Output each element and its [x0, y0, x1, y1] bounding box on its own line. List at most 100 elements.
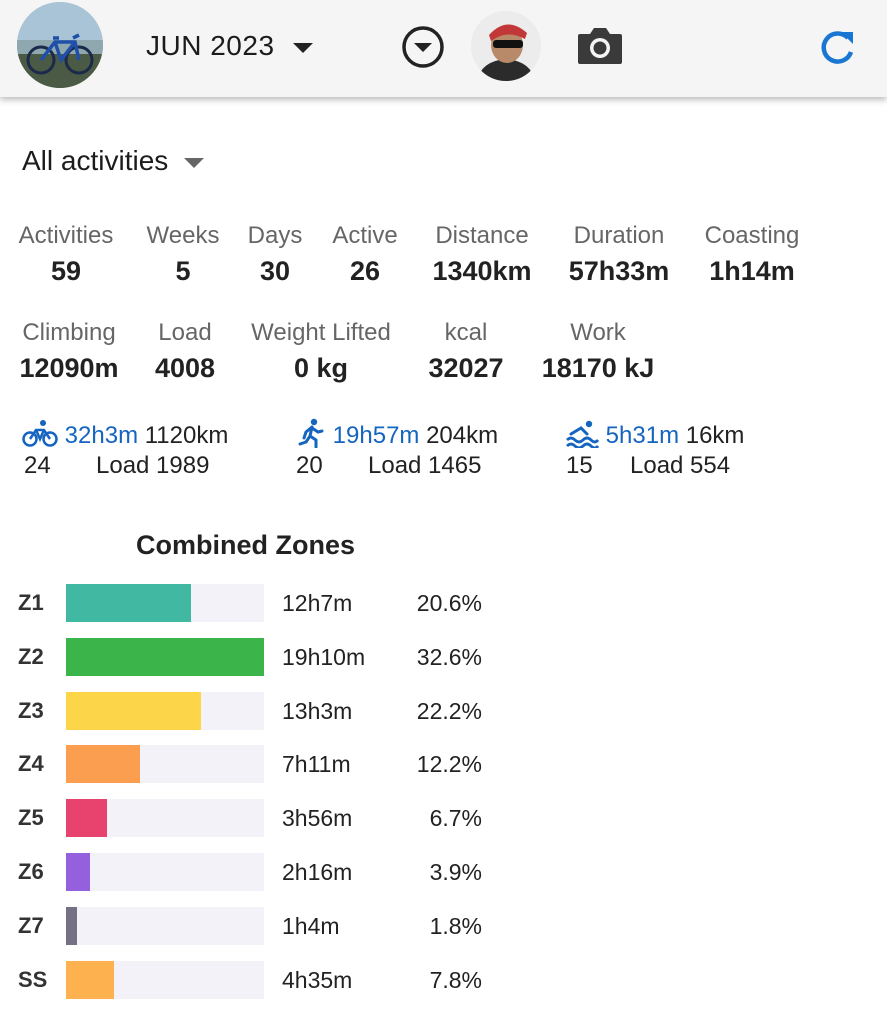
- stat-label: Weeks: [146, 222, 220, 249]
- stat-label: Climbing: [22, 319, 116, 346]
- zone-label: Z1: [18, 590, 44, 615]
- month-selector[interactable]: JUN 2023: [146, 26, 313, 66]
- stat-work: Work 18170 kJ: [532, 319, 664, 384]
- month-label: JUN 2023: [146, 30, 275, 61]
- camera-icon: [578, 28, 622, 64]
- zone-bar: [66, 638, 264, 676]
- stat-coasting: Coasting 1h14m: [696, 222, 808, 287]
- stat-value: 30: [259, 256, 291, 286]
- stat-label: kcal: [444, 319, 488, 346]
- chevron-down-icon: [184, 158, 205, 168]
- zone-percent: 32.6%: [416, 644, 482, 670]
- user-avatar[interactable]: [471, 11, 541, 81]
- zone-bar-track: [66, 584, 264, 622]
- user-photo-icon: [471, 11, 541, 81]
- zone-bar: [66, 961, 114, 999]
- sport-load: Load 554: [630, 452, 731, 479]
- zone-row: Z7 1h4m 1.8%: [0, 907, 520, 947]
- zone-bar-track: [66, 907, 264, 945]
- stat-value: 57h33m: [568, 256, 670, 286]
- zone-time: 12h7m: [282, 590, 353, 616]
- stat-label: Activities: [18, 222, 114, 249]
- bike-photo-icon: [17, 2, 103, 88]
- stat-label: Distance: [435, 222, 529, 249]
- stat-value: 5: [175, 256, 191, 286]
- stat-kcal: kcal 32027: [418, 319, 514, 384]
- circle-chevron-down-icon: [402, 26, 444, 68]
- swim-icon: [566, 420, 600, 450]
- zone-time: 1h4m: [282, 913, 340, 939]
- zone-time: 13h3m: [282, 698, 353, 724]
- stat-value: 59: [50, 256, 82, 286]
- zone-percent: 6.7%: [429, 805, 482, 831]
- sport-summary-ride[interactable]: 32h3m 1120km 24 Load 1989: [22, 418, 229, 479]
- zone-label: Z3: [18, 698, 44, 723]
- stat-days: Days 30: [244, 222, 306, 287]
- sport-summary-swim[interactable]: 5h31m 16km 15 Load 554: [565, 418, 745, 479]
- stat-value: 4008: [154, 353, 216, 383]
- zone-bar-track: [66, 638, 264, 676]
- top-app-bar: JUN 2023: [0, 0, 887, 97]
- zone-bar-track: [66, 692, 264, 730]
- zone-row: Z2 19h10m 32.6%: [0, 638, 520, 678]
- expand-button[interactable]: [399, 23, 447, 76]
- zone-percent: 3.9%: [429, 859, 482, 885]
- sport-distance: 1120km: [144, 422, 229, 449]
- sport-distance: 204km: [426, 422, 499, 449]
- athlete-bike-avatar[interactable]: [17, 2, 103, 88]
- stat-label: Coasting: [704, 222, 800, 249]
- stat-value: 26: [349, 256, 381, 286]
- zone-row: Z5 3h56m 6.7%: [0, 799, 520, 839]
- zone-time: 4h35m: [282, 967, 353, 993]
- stat-label: Load: [158, 319, 212, 346]
- zone-label: Z5: [18, 805, 44, 830]
- zone-bar-track: [66, 853, 264, 891]
- zone-label: Z2: [18, 644, 44, 669]
- zone-bar: [66, 907, 77, 945]
- stat-value: 32027: [428, 353, 504, 383]
- zone-row: Z6 2h16m 3.9%: [0, 853, 520, 893]
- sport-duration: 19h57m: [332, 422, 420, 449]
- stat-value: 12090m: [19, 353, 119, 383]
- zone-time: 2h16m: [282, 859, 353, 885]
- zone-bar-track: [66, 799, 264, 837]
- stat-load: Load 4008: [146, 319, 224, 384]
- sport-summary-run[interactable]: 19h57m 204km 20 Load 1465: [296, 418, 499, 479]
- zone-bar: [66, 745, 140, 783]
- stat-value: 1340km: [432, 256, 532, 286]
- zone-bar: [66, 853, 90, 891]
- zone-label: Z7: [18, 913, 44, 938]
- sport-duration: 5h31m: [605, 422, 680, 449]
- zone-time: 19h10m: [282, 644, 366, 670]
- zone-percent: 7.8%: [429, 967, 482, 993]
- stat-value: 18170 kJ: [541, 353, 655, 383]
- sport-distance: 16km: [685, 422, 745, 449]
- bike-icon: [22, 420, 58, 447]
- stat-distance: Distance 1340km: [420, 222, 544, 287]
- zone-label: Z4: [18, 751, 44, 776]
- sport-count: 15: [566, 452, 593, 479]
- sport-duration: 32h3m: [64, 422, 139, 449]
- zone-percent: 20.6%: [416, 590, 482, 616]
- zones-title: Combined Zones: [136, 530, 356, 560]
- stat-value: 1h14m: [709, 256, 795, 286]
- zone-bar: [66, 584, 191, 622]
- camera-button[interactable]: [576, 24, 624, 73]
- sport-count: 24: [24, 452, 51, 479]
- zone-label: Z6: [18, 859, 44, 884]
- stat-label: Work: [570, 319, 626, 346]
- zone-row: Z4 7h11m 12.2%: [0, 745, 520, 785]
- stat-weight-lifted: Weight Lifted 0 kg: [242, 319, 400, 384]
- stat-weeks: Weeks 5: [142, 222, 224, 287]
- zone-row: Z1 12h7m 20.6%: [0, 584, 520, 624]
- run-icon: [298, 418, 324, 449]
- stat-label: Active: [332, 222, 398, 249]
- sport-count: 20: [296, 452, 323, 479]
- refresh-icon: [821, 31, 854, 64]
- activity-filter-label: All activities: [22, 145, 169, 176]
- zone-time: 7h11m: [282, 751, 351, 777]
- activity-filter-dropdown[interactable]: All activities: [22, 145, 205, 177]
- zone-row: SS 4h35m 7.8%: [0, 961, 520, 1001]
- refresh-button[interactable]: [815, 26, 859, 75]
- stat-activities: Activities 59: [12, 222, 120, 287]
